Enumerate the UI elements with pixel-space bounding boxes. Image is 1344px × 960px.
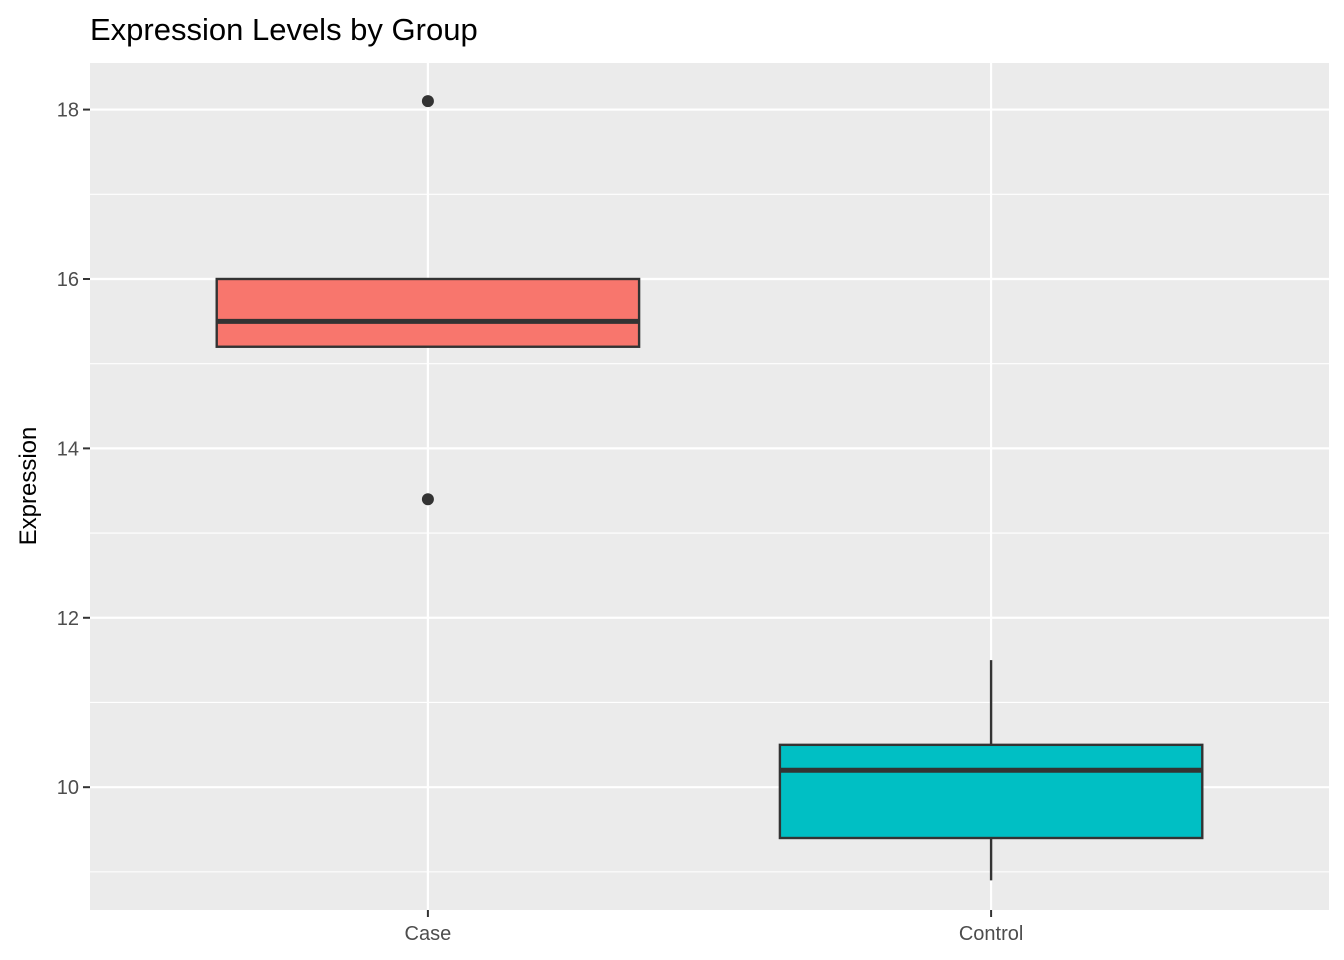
chart-title: Expression Levels by Group <box>90 12 478 47</box>
boxes <box>215 95 1204 881</box>
y-tick-label: 14 <box>57 438 79 460</box>
x-axis: Case Control <box>405 910 1023 945</box>
y-tick-label: 12 <box>57 608 79 630</box>
minor-gridlines <box>90 193 1329 873</box>
box-control <box>778 660 1204 881</box>
box-case <box>215 95 641 506</box>
box-iqr <box>215 277 641 348</box>
outlier-point <box>421 493 434 506</box>
box-iqr <box>778 743 1204 840</box>
y-axis-label: Expression <box>15 427 42 546</box>
x-tick-label: Control <box>959 923 1023 945</box>
y-tick-label: 16 <box>57 269 79 291</box>
y-axis: 10 12 14 16 18 <box>57 100 90 799</box>
y-tick-label: 18 <box>57 100 79 122</box>
x-tick-label: Case <box>405 923 452 945</box>
y-tick-label: 10 <box>57 777 79 799</box>
outlier-point <box>421 95 434 108</box>
